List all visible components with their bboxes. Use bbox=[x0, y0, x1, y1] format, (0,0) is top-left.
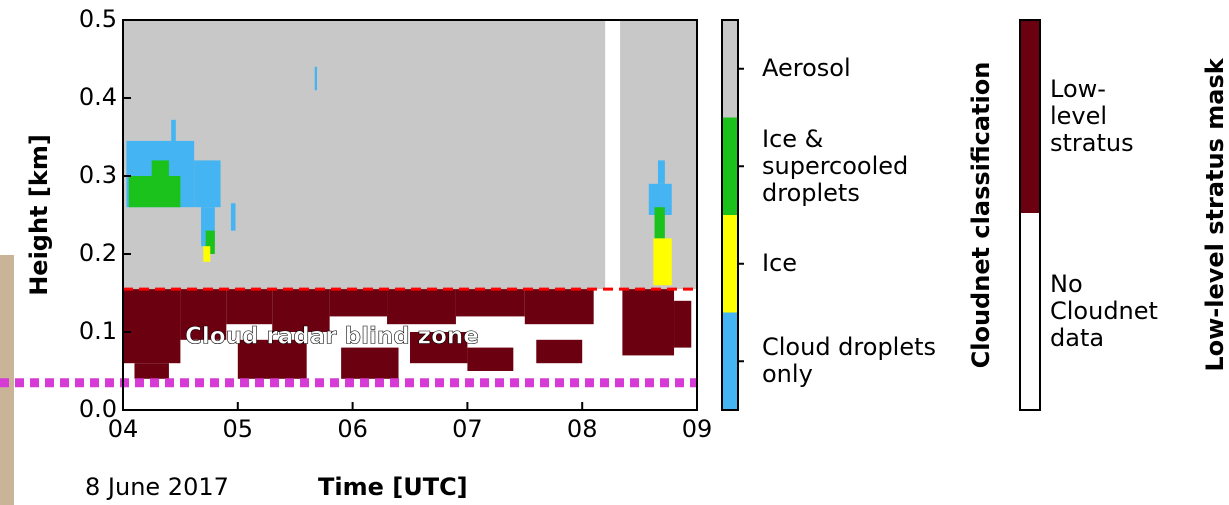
mask-frame bbox=[1019, 19, 1041, 411]
colorbar-label: Ice & supercooled droplets bbox=[762, 124, 909, 207]
x-tick-label: 06 bbox=[337, 415, 368, 443]
x-tick-label: 07 bbox=[452, 415, 483, 443]
colorbar-segment bbox=[722, 312, 738, 410]
cloud-patch bbox=[128, 176, 181, 208]
mask-segment bbox=[1020, 213, 1040, 410]
stratus-patch bbox=[180, 289, 227, 340]
y-tick-label: 0.4 bbox=[79, 83, 117, 111]
cloud-patch bbox=[171, 119, 176, 145]
stratus-patch bbox=[272, 289, 330, 332]
classification-title: Cloudnet classification bbox=[967, 62, 995, 369]
stratus-patch bbox=[341, 347, 399, 379]
date-label: 8 June 2017 bbox=[85, 473, 229, 501]
mask-segment bbox=[1020, 20, 1040, 213]
annotation: Cloud radar blind zone bbox=[185, 324, 479, 350]
y-tick-label: 0.1 bbox=[79, 317, 117, 345]
stratus-patch bbox=[622, 289, 675, 356]
colorbar-segment bbox=[722, 215, 738, 313]
x-tick-label: 04 bbox=[108, 415, 139, 443]
cloud-patch bbox=[230, 203, 236, 231]
x-tick-label: 08 bbox=[567, 415, 598, 443]
stratus-patch bbox=[410, 332, 468, 364]
cloud-patch bbox=[151, 160, 169, 176]
x-tick-label: 05 bbox=[223, 415, 254, 443]
stratus-patch bbox=[467, 347, 514, 371]
stratus-patch bbox=[536, 339, 583, 364]
stratus-patch bbox=[226, 289, 273, 325]
plot-frame bbox=[122, 19, 698, 411]
y-axis-label: Height [km] bbox=[25, 134, 53, 296]
data-gap bbox=[605, 20, 621, 290]
mask-label: No Cloudnet data bbox=[1050, 270, 1158, 352]
mask-title: Low-level stratus mask bbox=[1201, 57, 1229, 371]
colorbar-label: Cloud droplets only bbox=[762, 333, 937, 389]
aerosol-layer bbox=[123, 20, 697, 290]
y-tick-label: 0.2 bbox=[79, 239, 117, 267]
x-axis-label: Time [UTC] bbox=[318, 473, 468, 501]
stratus-patch bbox=[455, 289, 525, 317]
colorbar-label: Ice bbox=[762, 249, 798, 278]
cloud-patch bbox=[657, 160, 665, 184]
stratus-patch bbox=[329, 289, 388, 317]
y-tick-label: 0.0 bbox=[79, 395, 117, 423]
stratus-patch bbox=[524, 289, 594, 325]
stratus-patch bbox=[123, 289, 181, 364]
stratus-patch bbox=[134, 363, 169, 379]
stratus-patch bbox=[237, 339, 307, 379]
stratus-patch bbox=[674, 300, 692, 348]
colorbar-segment bbox=[722, 20, 738, 118]
y-tick-label: 0.3 bbox=[79, 161, 117, 189]
cloud-patch bbox=[194, 160, 221, 208]
cloud-patch bbox=[203, 246, 211, 262]
cloud-patch bbox=[654, 207, 665, 239]
cloud-patch bbox=[653, 238, 672, 286]
stratus-patch bbox=[387, 289, 456, 325]
cloud-patch bbox=[314, 66, 318, 91]
mask-label: Low-level stratus bbox=[1050, 75, 1134, 157]
colorbar-frame bbox=[721, 19, 739, 411]
colorbar-segment bbox=[722, 117, 738, 215]
x-tick-label: 09 bbox=[682, 415, 713, 443]
cloud-patch bbox=[205, 230, 215, 254]
y-tick-label: 0.5 bbox=[79, 5, 117, 33]
colorbar-label: Aerosol bbox=[762, 54, 851, 83]
